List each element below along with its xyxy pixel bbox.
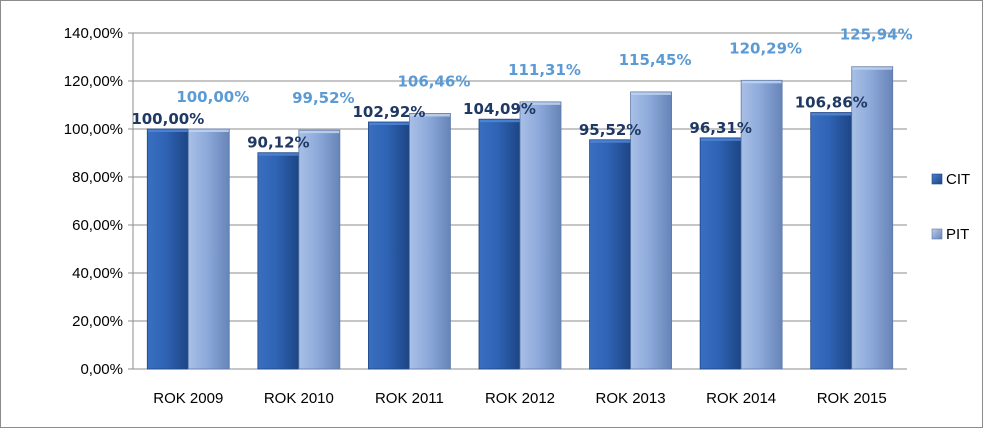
- y-tick-label: 20,00%: [72, 313, 123, 330]
- cit-bar-cap: [811, 113, 852, 116]
- pit-bar: [187, 128, 230, 370]
- y-tick-label: 120,00%: [64, 73, 123, 90]
- cit-bar: [368, 121, 410, 370]
- pit-data-label: 100,00%: [176, 88, 249, 106]
- pit-bar-cap: [188, 129, 229, 132]
- legend: CIT PIT: [931, 171, 970, 243]
- cit-bar: [146, 128, 189, 370]
- pit-data-label: 115,45%: [619, 51, 692, 69]
- y-tick-label: 80,00%: [72, 169, 123, 186]
- cit-data-label: 104,09%: [463, 100, 536, 118]
- cit-data-label: 106,86%: [795, 94, 868, 112]
- cit-bar-cap: [147, 129, 188, 132]
- x-tick-label: ROK 2010: [264, 390, 334, 407]
- pit-bar-cap: [852, 67, 893, 70]
- cit-data-label: 90,12%: [247, 134, 309, 152]
- pit-data-label: 111,31%: [508, 61, 581, 79]
- y-tick-label: 60,00%: [72, 217, 123, 234]
- x-tick-label: ROK 2012: [485, 390, 555, 407]
- cit-bar-cap: [479, 119, 520, 123]
- cit-data-label: 96,31%: [689, 119, 751, 137]
- y-tick-label: 100,00%: [64, 121, 123, 138]
- pit-data-label: 120,29%: [729, 39, 802, 57]
- pit-bar: [519, 101, 562, 370]
- cit-data-label: 102,92%: [352, 103, 425, 121]
- x-tick-label: ROK 2015: [817, 390, 887, 407]
- pit-legend-swatch: [931, 228, 943, 240]
- pit-bar-cap: [299, 130, 340, 134]
- pit-bar: [630, 91, 672, 370]
- pit-data-label: 125,94%: [840, 26, 913, 44]
- cit-legend-swatch: [931, 173, 943, 185]
- y-tick-label: 0,00%: [80, 361, 123, 378]
- cit-data-label: 100,00%: [131, 110, 204, 128]
- pit-bar-cap: [631, 92, 672, 95]
- cit-bar: [589, 139, 631, 370]
- x-tick-label: ROK 2014: [706, 390, 776, 407]
- data-labels: 100,00% 100,00% 90,12% 99,52%102,92% 106,46%…: [131, 26, 912, 152]
- cit-bar-cap: [700, 138, 741, 141]
- pit-bar-cap: [409, 113, 450, 117]
- pit-data-label: 106,46%: [397, 72, 470, 90]
- pit-data-label: 99,52%: [292, 89, 354, 107]
- cit-bar-cap: [258, 153, 299, 156]
- cit-bar: [478, 118, 521, 370]
- pit-bar: [851, 66, 894, 370]
- cit-data-label: 95,52%: [579, 121, 641, 139]
- cit-bar: [699, 137, 742, 370]
- pit-legend-label: PIT: [946, 226, 969, 243]
- pit-bar: [298, 129, 341, 370]
- y-tick-label: 140,00%: [64, 25, 123, 42]
- y-tick-label: 40,00%: [72, 265, 123, 282]
- pit-bar: [740, 79, 783, 370]
- x-axis: ROK 2009 ROK 2010 ROK 2011 ROK 2012 ROK 2013…: [153, 390, 886, 407]
- cit-bar-cap: [368, 122, 409, 125]
- cit-bar: [257, 152, 300, 370]
- pit-bar-cap: [520, 102, 561, 105]
- bars: [146, 66, 894, 370]
- pit-bar-cap: [741, 80, 782, 84]
- cit-legend-label: CIT: [946, 171, 970, 188]
- cit-bar-cap: [590, 140, 631, 143]
- x-tick-label: ROK 2013: [596, 390, 666, 407]
- pit-bar: [409, 113, 451, 370]
- x-tick-label: ROK 2009: [153, 390, 223, 407]
- x-tick-label: ROK 2011: [375, 390, 444, 407]
- cit-bar: [810, 112, 853, 370]
